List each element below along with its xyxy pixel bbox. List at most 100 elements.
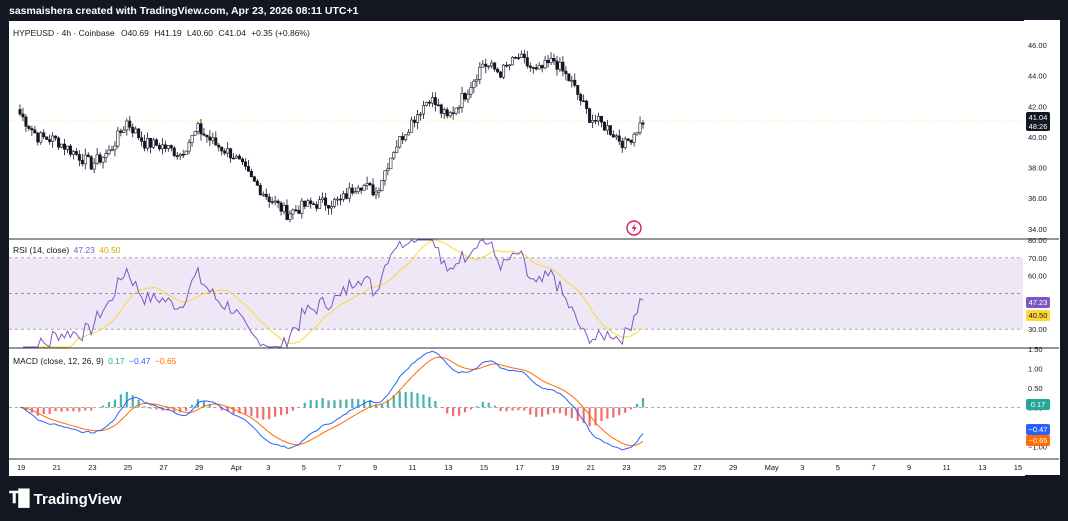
macd-histogram-bar (339, 399, 342, 408)
rsi-tick-label: 70.00 (1028, 254, 1047, 263)
rsi-pane (9, 239, 1023, 349)
candle-body (285, 205, 289, 220)
candle-body (291, 209, 295, 215)
candle-body (605, 125, 609, 131)
candle-body (243, 161, 247, 167)
candle-body (255, 180, 259, 186)
time-tick-label: 27 (159, 463, 167, 472)
candle-body (303, 200, 307, 207)
credit-text: sasmaishera created with TradingView.com… (9, 5, 359, 17)
price-badge-text: 48:26 (1029, 122, 1048, 131)
candle-body (537, 65, 541, 70)
candle-body (549, 58, 553, 64)
candle-body (638, 122, 642, 133)
price-legend: HYPEUSD · 4h · Coinbase O40.69 H41.19 L4… (13, 28, 310, 38)
main-pane (9, 49, 1023, 223)
candle-body (496, 68, 500, 73)
macd-histogram-bar (321, 398, 324, 408)
macd-histogram-bar (398, 391, 401, 408)
time-tick-label: 21 (53, 463, 61, 472)
candle-body (555, 60, 559, 70)
candle-body (534, 67, 538, 70)
candle-body (65, 145, 69, 150)
macd-histogram-bar (72, 407, 75, 412)
time-tick-label: 29 (195, 463, 203, 472)
candle-body (596, 116, 600, 122)
macd-histogram-bar (315, 400, 318, 408)
candle-body (149, 138, 153, 148)
macd-histogram-bar (214, 406, 217, 408)
candle-body (481, 63, 485, 68)
macd-histogram-bar (220, 407, 223, 411)
macd-histogram-bar (558, 407, 562, 414)
candle-body (154, 139, 158, 146)
macd-histogram-bar (90, 407, 93, 411)
macd-histogram-bar (42, 407, 45, 415)
macd-histogram-bar (232, 407, 235, 414)
macd-histogram-bar (523, 407, 526, 411)
macd-histogram-bar (113, 399, 117, 408)
candle-body (641, 122, 645, 125)
candle-body (430, 97, 434, 104)
candle-body (321, 197, 325, 200)
macd-tick-label: −1.00 (1028, 442, 1047, 451)
candle-body (371, 184, 375, 196)
candle-body (591, 120, 595, 123)
candle-body (62, 143, 66, 150)
lightning-icon[interactable] (626, 220, 642, 236)
candle-body (143, 140, 147, 149)
macd-histogram-bar (143, 406, 146, 408)
macd-histogram-bar (529, 407, 532, 415)
macd-histogram-bar (594, 407, 597, 426)
time-tick-label: 5 (836, 463, 840, 472)
candle-body (113, 145, 117, 151)
macd-histogram-bar (238, 407, 241, 414)
candle-body (510, 57, 514, 66)
candle-body (413, 119, 417, 123)
candle-body (617, 135, 621, 142)
candle-body (579, 94, 583, 102)
candle-body (86, 154, 90, 157)
candle-body (623, 138, 627, 148)
time-tick-label: 9 (373, 463, 377, 472)
symbol-label[interactable]: HYPEUSD · 4h · Coinbase (13, 28, 115, 38)
macd-histogram-bar (618, 407, 621, 416)
macd-histogram-bar (499, 407, 502, 412)
candle-body (51, 135, 55, 142)
macd-histogram-bar (208, 403, 211, 408)
macd-histogram-bar (552, 407, 556, 413)
time-tick-label: 9 (907, 463, 911, 472)
candle-body (395, 146, 399, 153)
macd-histogram-bar (190, 404, 194, 408)
candle-body (620, 140, 624, 148)
candle-body (196, 123, 200, 132)
candle-body (436, 104, 440, 107)
candle-body (448, 112, 452, 117)
macd-line (19, 350, 644, 451)
candle-body (181, 154, 185, 156)
price-tick-label: 34.00 (1028, 225, 1047, 234)
macd-title[interactable]: MACD (close, 12, 26, 9) (13, 356, 104, 366)
candle-body (208, 136, 212, 141)
macd-histogram-bar (173, 407, 176, 412)
candle-body (561, 61, 565, 72)
candle-body (57, 137, 61, 148)
candle-body (380, 180, 384, 191)
candle-body (39, 132, 43, 143)
rsi-title[interactable]: RSI (14, close) (13, 245, 70, 255)
candle-body (33, 129, 37, 134)
macd-histogram-bar (546, 407, 550, 415)
candle-body (516, 57, 520, 59)
candle-body (205, 134, 209, 138)
time-tick-label: 13 (444, 463, 452, 472)
macd-tick-label: 0.50 (1028, 384, 1043, 393)
macd-histogram-bar (137, 399, 140, 408)
candle-body (315, 204, 319, 209)
candle-body (469, 87, 473, 95)
candle-body (324, 197, 328, 206)
price-tick-label: 46.00 (1028, 41, 1047, 50)
candle-body (312, 203, 316, 206)
macd-signal-badge-text: −0.65 (1029, 436, 1048, 445)
footer-brand: 𝐓█ TradingView (9, 490, 122, 508)
